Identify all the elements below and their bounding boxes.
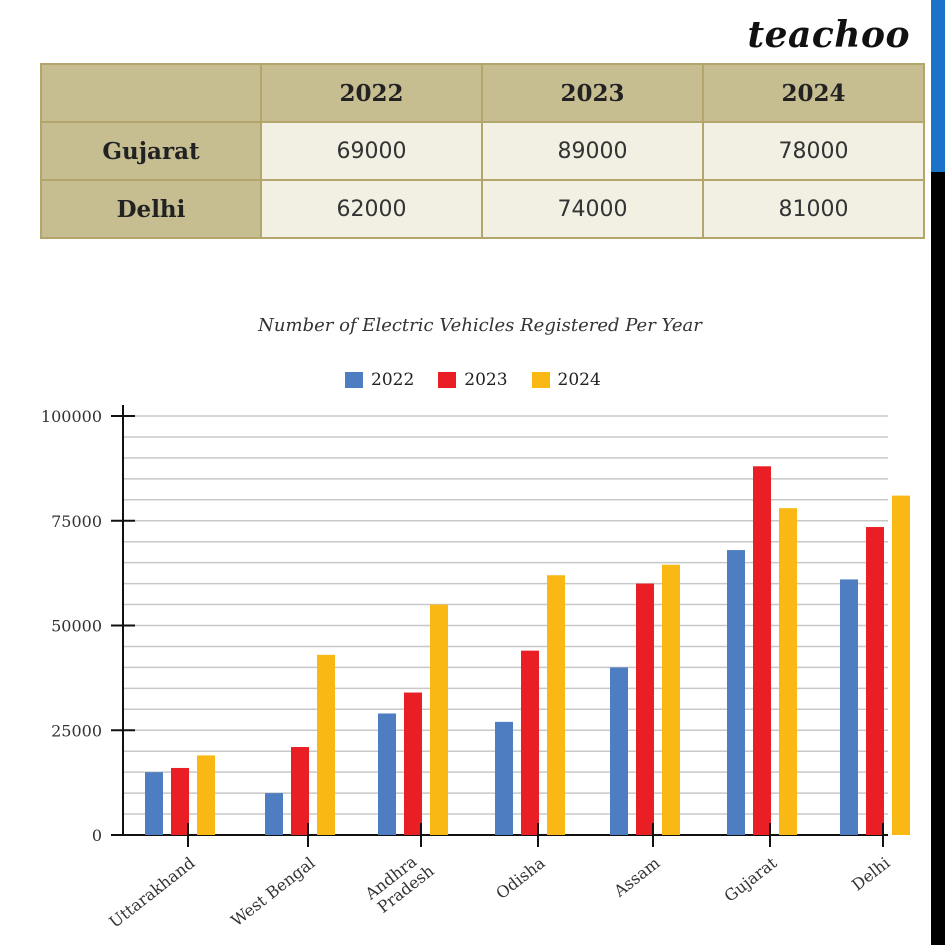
bar-2022-gujarat — [727, 550, 745, 835]
table-header-2024: 2024 — [702, 63, 925, 123]
data-table: 2022 2023 2024 Gujarat 69000 89000 78000… — [40, 63, 925, 239]
table-header-empty — [40, 63, 262, 123]
x-tick-label: Gujarat — [721, 853, 781, 906]
legend-swatch-2023 — [438, 372, 457, 388]
legend-item-2024: 2024 — [531, 370, 601, 390]
bar-2022-odisha — [495, 721, 513, 835]
bar-2022-assam — [610, 667, 628, 835]
legend-item-2023: 2023 — [438, 370, 508, 390]
x-tick-label: Assam — [609, 853, 663, 901]
row-label-delhi: Delhi — [40, 179, 262, 239]
table-cell: 81000 — [702, 179, 925, 239]
table-header-2022: 2022 — [260, 63, 483, 123]
bar-chart: 0 25000 50000 75000 100000 Uttarakhand West Be… — [41, 405, 910, 932]
table-cell: 62000 — [260, 179, 483, 239]
x-tick-label: Odisha — [492, 853, 549, 903]
bar-2023-gujarat — [753, 466, 771, 835]
bar-2024-delhi — [892, 495, 910, 835]
legend-label-2022: 2022 — [371, 370, 415, 390]
bar-2022-west-bengal — [265, 793, 283, 835]
bar-2022-delhi — [840, 579, 858, 835]
table-cell: 74000 — [481, 179, 704, 239]
y-tick-label: 50000 — [51, 617, 102, 636]
bar-2024-west-bengal — [317, 654, 335, 835]
y-tick-label: 100000 — [41, 407, 102, 426]
table-cell: 78000 — [702, 121, 925, 181]
chart-legend: 2022 2023 2024 — [345, 368, 601, 392]
bar-2023-andhra-pradesh — [404, 692, 422, 835]
table-cell: 69000 — [260, 121, 483, 181]
y-tick-label: 75000 — [51, 512, 102, 531]
scrollbar-accent — [931, 0, 945, 172]
x-tick-label: Uttarakhand — [105, 853, 198, 931]
bar-2024-odisha — [547, 575, 565, 835]
bar-2023-west-bengal — [291, 747, 309, 835]
legend-swatch-2024 — [531, 372, 550, 388]
chart-title: Number of Electric Vehicles Registered P… — [258, 315, 702, 336]
bar-2022-uttarakhand — [145, 772, 163, 835]
bar-2023-uttarakhand — [171, 767, 189, 835]
bar-2024-assam — [662, 564, 680, 835]
legend-swatch-2022 — [345, 372, 363, 388]
bar-2024-uttarakhand — [197, 755, 215, 835]
bar-2023-odisha — [521, 650, 539, 835]
x-tick-label: AndhraPradesh — [361, 847, 438, 918]
bar-2023-delhi — [866, 527, 884, 835]
table-header-2023: 2023 — [481, 63, 704, 123]
teachoo-logo: teachoo — [747, 14, 910, 56]
y-tick-label: 0 — [92, 826, 102, 845]
x-tick-label: Delhi — [848, 853, 893, 894]
legend-item-2022: 2022 — [345, 370, 414, 390]
x-tick-label: West Bengal — [227, 853, 318, 930]
legend-label-2023: 2023 — [464, 370, 508, 390]
table-header-row: 2022 2023 2024 — [40, 63, 925, 123]
bar-2022-andhra-pradesh — [378, 713, 396, 835]
bar-2023-assam — [636, 583, 654, 835]
table-row: Gujarat 69000 89000 78000 — [40, 121, 925, 181]
table-cell: 89000 — [481, 121, 704, 181]
bar-2024-gujarat — [779, 508, 797, 835]
legend-label-2024: 2024 — [557, 370, 601, 390]
scrollbar-track — [931, 172, 945, 945]
table-row: Delhi 62000 74000 81000 — [40, 179, 925, 239]
row-label-gujarat: Gujarat — [40, 121, 262, 181]
y-tick-label: 25000 — [51, 721, 102, 740]
bar-2024-andhra-pradesh — [430, 604, 448, 835]
